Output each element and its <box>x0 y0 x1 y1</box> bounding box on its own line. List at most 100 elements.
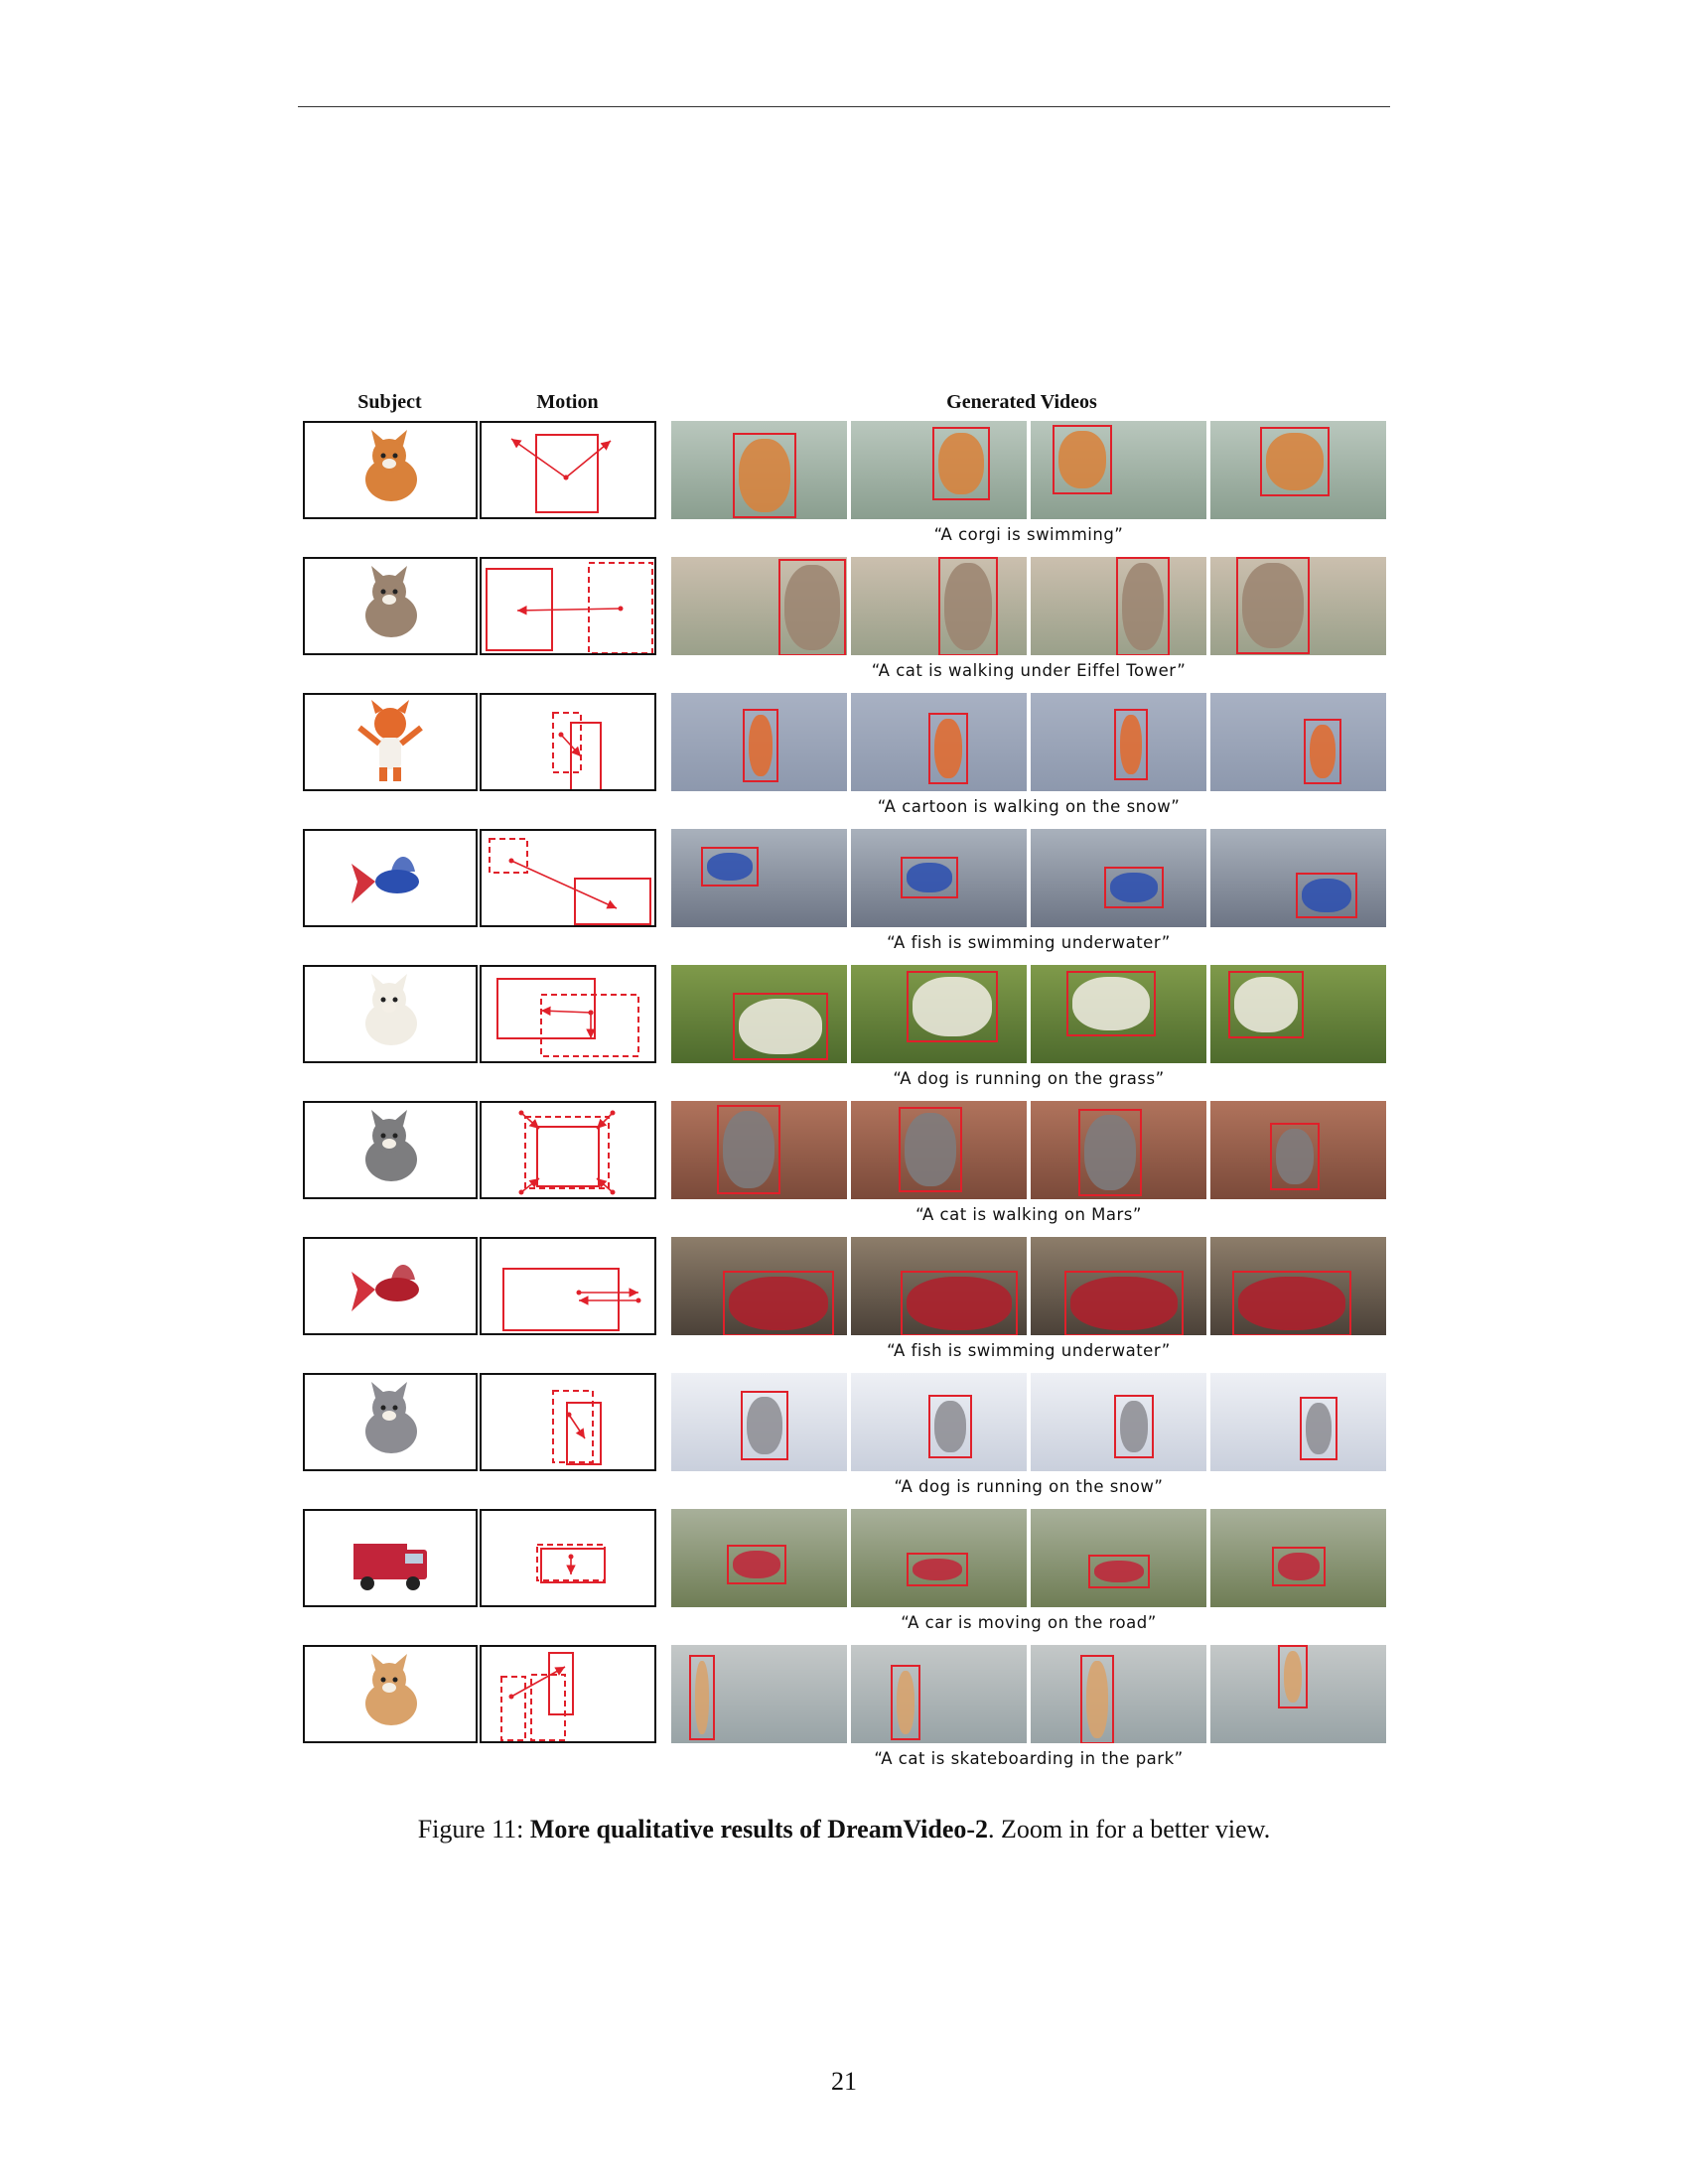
video-frame <box>1031 829 1206 927</box>
subject-image <box>303 1509 478 1607</box>
subject-bounding-box <box>1296 873 1357 918</box>
motion-trajectory <box>480 693 656 791</box>
video-frame <box>851 965 1027 1063</box>
frame-subject <box>1302 879 1351 912</box>
video-frame <box>1031 557 1206 655</box>
video-frame <box>1031 421 1206 519</box>
video-frame <box>1210 1509 1386 1607</box>
video-frame <box>1210 1237 1386 1335</box>
frame-subject <box>1086 1661 1108 1738</box>
subject-bounding-box <box>1066 971 1156 1036</box>
subject-bounding-box <box>1232 1271 1351 1335</box>
generated-video-frames <box>671 1509 1386 1607</box>
frame-subject <box>1110 873 1158 902</box>
subject-bounding-box <box>1272 1547 1326 1586</box>
frame-subject <box>1094 1561 1144 1582</box>
video-frame <box>671 693 847 791</box>
frame-subject <box>1310 725 1336 778</box>
trajectory-arrow <box>540 1006 592 1017</box>
motion-box-rect <box>566 1402 602 1465</box>
motion-trajectory <box>480 1373 656 1471</box>
subject-bounding-box <box>743 709 778 782</box>
generated-video-frames <box>671 829 1386 927</box>
motion-trajectory <box>480 1645 656 1743</box>
column-header-subject: Subject <box>357 391 422 413</box>
subject-image <box>303 421 478 519</box>
video-frame <box>1031 1101 1206 1199</box>
frame-subject <box>907 863 952 892</box>
subject-bounding-box <box>1278 1645 1308 1708</box>
subject-bounding-box <box>1104 867 1164 908</box>
page-number: 21 <box>831 2067 857 2096</box>
frame-subject <box>784 565 840 650</box>
motion-trajectory <box>480 1509 656 1607</box>
motion-box-rect <box>540 994 639 1057</box>
frame-subject <box>944 563 992 650</box>
frame-subject <box>1058 431 1106 488</box>
trajectory-arrow <box>596 1112 614 1130</box>
video-caption: “A fish is swimming underwater” <box>887 1341 1171 1360</box>
video-frame <box>1031 1509 1206 1607</box>
subject-image <box>303 693 478 791</box>
figure-row: “A cartoon is walking on the snow” <box>0 693 1688 824</box>
car-icon <box>353 1543 427 1590</box>
subject-bounding-box <box>928 1395 972 1458</box>
motion-trajectory-svg <box>500 1652 574 1741</box>
subject-bounding-box <box>891 1665 920 1740</box>
subject-bounding-box <box>778 559 846 655</box>
generated-video-frames <box>671 557 1386 655</box>
trajectory-arrow <box>568 1414 586 1439</box>
motion-box-rect <box>489 838 528 874</box>
frame-subject <box>695 1661 709 1734</box>
video-frame <box>851 421 1027 519</box>
trajectory-arrow <box>596 1177 614 1193</box>
subject-bounding-box <box>1304 719 1341 784</box>
generated-video-frames <box>671 965 1386 1063</box>
figure-caption-rest: . Zoom in for a better view. <box>988 1815 1271 1843</box>
motion-trajectory <box>480 965 656 1063</box>
subject-bounding-box <box>1260 427 1330 496</box>
trajectory-arrow <box>560 734 582 757</box>
video-frame <box>851 1509 1027 1607</box>
video-frame <box>851 1645 1027 1743</box>
frame-subject <box>1070 1277 1178 1330</box>
figure-row: “A dog is running on the snow” <box>0 1373 1688 1504</box>
video-frame <box>1210 1645 1386 1743</box>
motion-box-rect <box>500 1676 526 1741</box>
frame-subject <box>1122 563 1164 650</box>
motion-box-rect <box>536 1126 600 1187</box>
cat-icon <box>365 1109 417 1181</box>
video-frame <box>1031 1373 1206 1471</box>
frame-subject <box>729 1277 828 1330</box>
motion-box-rect <box>548 1652 574 1715</box>
dog-icon <box>365 1381 417 1453</box>
video-frame <box>671 965 847 1063</box>
figure-row: “A car is moving on the road” <box>0 1509 1688 1640</box>
motion-box-rect <box>502 1268 620 1331</box>
video-frame <box>1210 829 1386 927</box>
corgi-icon <box>365 429 417 501</box>
frame-subject <box>897 1671 914 1734</box>
figure-row: “A cat is walking on Mars” <box>0 1101 1688 1232</box>
frame-subject <box>739 999 822 1054</box>
column-header-generated-videos: Generated Videos <box>946 391 1097 413</box>
subject-bounding-box <box>901 1271 1018 1335</box>
video-caption: “A fish is swimming underwater” <box>887 933 1171 952</box>
dog-icon <box>365 973 417 1045</box>
subject-bounding-box <box>907 971 998 1042</box>
subject-bounding-box <box>1114 709 1148 780</box>
column-header-motion: Motion <box>536 391 599 413</box>
video-frame <box>1210 693 1386 791</box>
motion-trajectory-svg <box>489 838 651 925</box>
subject-bounding-box <box>1064 1271 1184 1335</box>
frame-subject <box>1120 1401 1148 1452</box>
trajectory-arrow <box>510 860 618 909</box>
subject-bounding-box <box>1300 1397 1337 1460</box>
frame-subject <box>913 977 992 1036</box>
subject-bounding-box <box>901 857 958 898</box>
subject-bounding-box <box>1270 1123 1320 1190</box>
video-frame <box>851 693 1027 791</box>
motion-trajectory <box>480 829 656 927</box>
frame-subject <box>1084 1115 1136 1190</box>
video-frame <box>1210 557 1386 655</box>
